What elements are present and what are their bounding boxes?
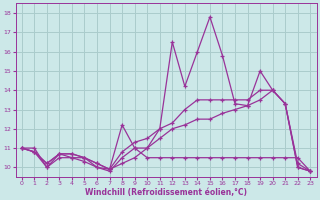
X-axis label: Windchill (Refroidissement éolien,°C): Windchill (Refroidissement éolien,°C) <box>85 188 247 197</box>
